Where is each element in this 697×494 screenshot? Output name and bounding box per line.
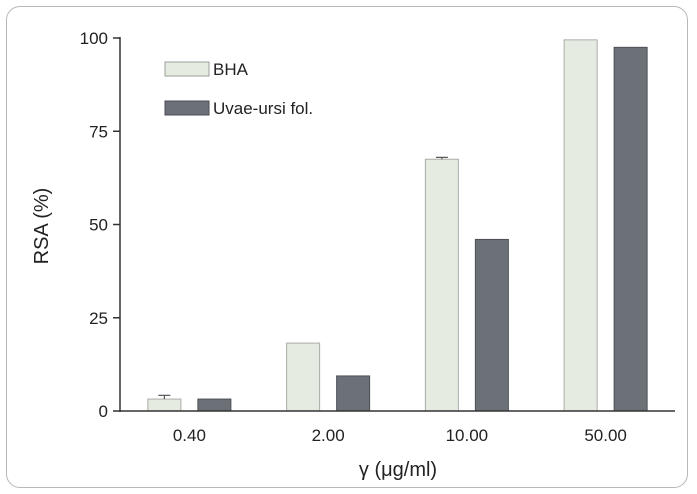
- x-tick-label-3: 50.00: [584, 426, 627, 445]
- legend-label-uvae: Uvae-ursi fol.: [213, 99, 313, 118]
- legend-label-bha: BHA: [213, 60, 249, 79]
- x-tick-label-1: 2.00: [312, 426, 345, 445]
- y-tick-label-4: 100: [80, 29, 108, 48]
- bar-uvae-0: [197, 398, 232, 412]
- bar-uvae-1: [336, 375, 371, 412]
- bar-bha-0: [147, 398, 182, 412]
- bar-bha-1: [286, 342, 321, 412]
- y-tick-label-3: 75: [89, 122, 108, 141]
- x-ticks-group: 0.40 2.00 10.00 50.00: [173, 426, 627, 445]
- bars-group: [147, 39, 648, 412]
- y-tick-label-1: 25: [89, 309, 108, 328]
- bar-bha-2: [424, 158, 459, 412]
- bar-bha-3: [563, 39, 598, 412]
- y-tick-label-0: 0: [99, 402, 108, 421]
- y-ticks-group: 0 25 50 75 100: [80, 29, 120, 421]
- legend-swatch-uvae: [164, 100, 210, 116]
- legend: BHA Uvae-ursi fol.: [164, 60, 313, 118]
- x-axis-title: γ (μg/ml): [359, 459, 437, 481]
- bar-uvae-3: [613, 46, 648, 412]
- y-axis-title: RSA (%): [31, 188, 53, 265]
- legend-swatch-bha: [164, 61, 210, 77]
- x-tick-label-0: 0.40: [173, 426, 206, 445]
- bar-uvae-2: [474, 238, 509, 412]
- x-tick-label-2: 10.00: [446, 426, 489, 445]
- y-tick-label-2: 50: [89, 216, 108, 235]
